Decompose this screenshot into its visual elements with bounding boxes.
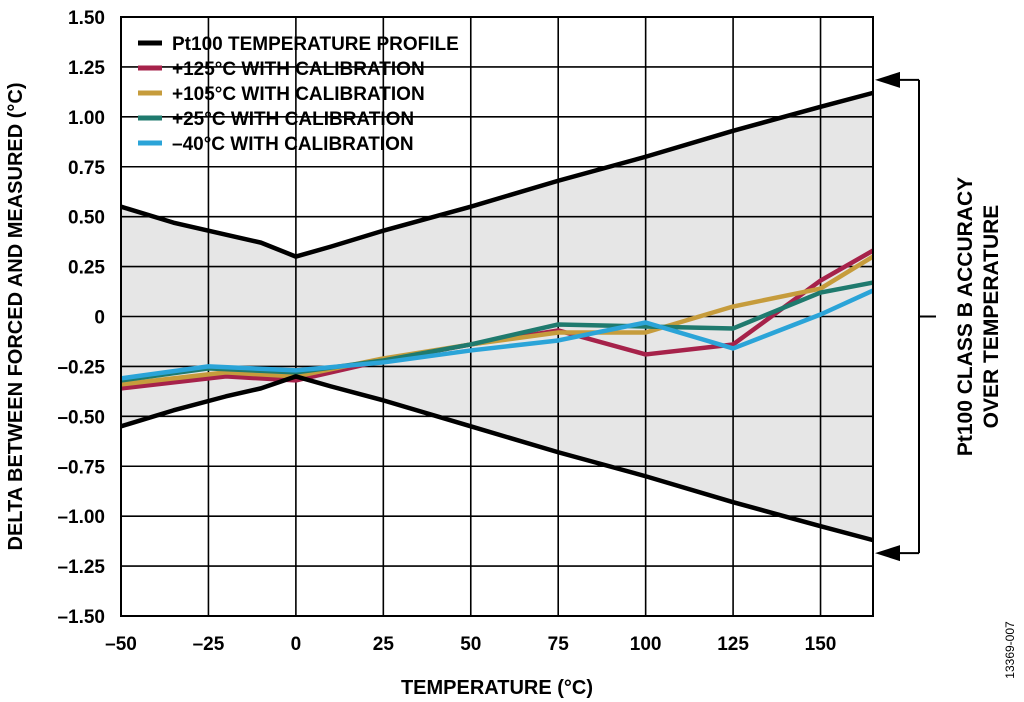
profile-layer [120, 90, 874, 543]
y-tick-label: 1.25 [68, 58, 105, 79]
y-tick-label: 0.75 [68, 158, 105, 179]
legend-label: –40°C WITH CALIBRATION [172, 134, 414, 155]
x-tick-label: –25 [193, 634, 225, 655]
legend-label: +125°C WITH CALIBRATION [172, 59, 425, 80]
y-tick-label: –0.75 [57, 457, 105, 478]
x-tick-label: 150 [805, 634, 837, 655]
figure-id: 13369-007 [1003, 621, 1017, 679]
y-tick-label: 1.50 [68, 8, 105, 29]
legend-label: Pt100 TEMPERATURE PROFILE [172, 34, 459, 55]
series-line [120, 288, 874, 381]
tick-label-layer: –50 –25 0 25 50 75 100 125 150 1.50 1.25 1.00 0.75 0.… [57, 8, 836, 655]
y-tick-label: –1.25 [57, 557, 105, 578]
annotation-line-1: Pt100 CLASS B ACCURACY [954, 177, 977, 456]
legend: Pt100 TEMPERATURE PROFILE +125°C WITH CAL… [138, 34, 459, 155]
profile-lower-line [120, 374, 874, 543]
y-tick-label: –1.00 [57, 507, 105, 528]
x-tick-label: 0 [291, 634, 302, 655]
x-axis-title: TEMPERATURE (°C) [401, 677, 593, 699]
x-tick-label: –50 [105, 634, 137, 655]
x-tick-label: 75 [548, 634, 570, 655]
x-tick-label: 50 [460, 634, 481, 655]
annotation-line-2: OVER TEMPERATURE [980, 205, 1003, 429]
accuracy-bracket [875, 71, 936, 562]
y-tick-label: –0.25 [57, 357, 105, 378]
x-tick-label: 100 [630, 634, 662, 655]
bracket-arrow-bottom [875, 545, 900, 562]
y-axis-title: DELTA BETWEEN FORCED AND MEASURED (°C) [5, 83, 27, 551]
y-tick-label: –0.50 [57, 407, 105, 428]
x-tick-label: 25 [373, 634, 395, 655]
y-tick-label: –1.50 [57, 607, 105, 628]
plot-frame [120, 16, 874, 617]
y-tick-label: 0.50 [68, 208, 105, 229]
y-tick-label: 0.25 [68, 258, 105, 279]
y-tick-label: 0 [94, 308, 105, 329]
y-tick-label: 1.00 [68, 108, 105, 129]
series-line [120, 254, 875, 387]
legend-label: +25°C WITH CALIBRATION [172, 109, 414, 130]
legend-label: +105°C WITH CALIBRATION [172, 84, 425, 105]
x-tick-label: 125 [717, 634, 749, 655]
profile-upper-line [120, 90, 874, 259]
series-layer [120, 248, 875, 391]
bracket-arrow-top [875, 71, 900, 88]
